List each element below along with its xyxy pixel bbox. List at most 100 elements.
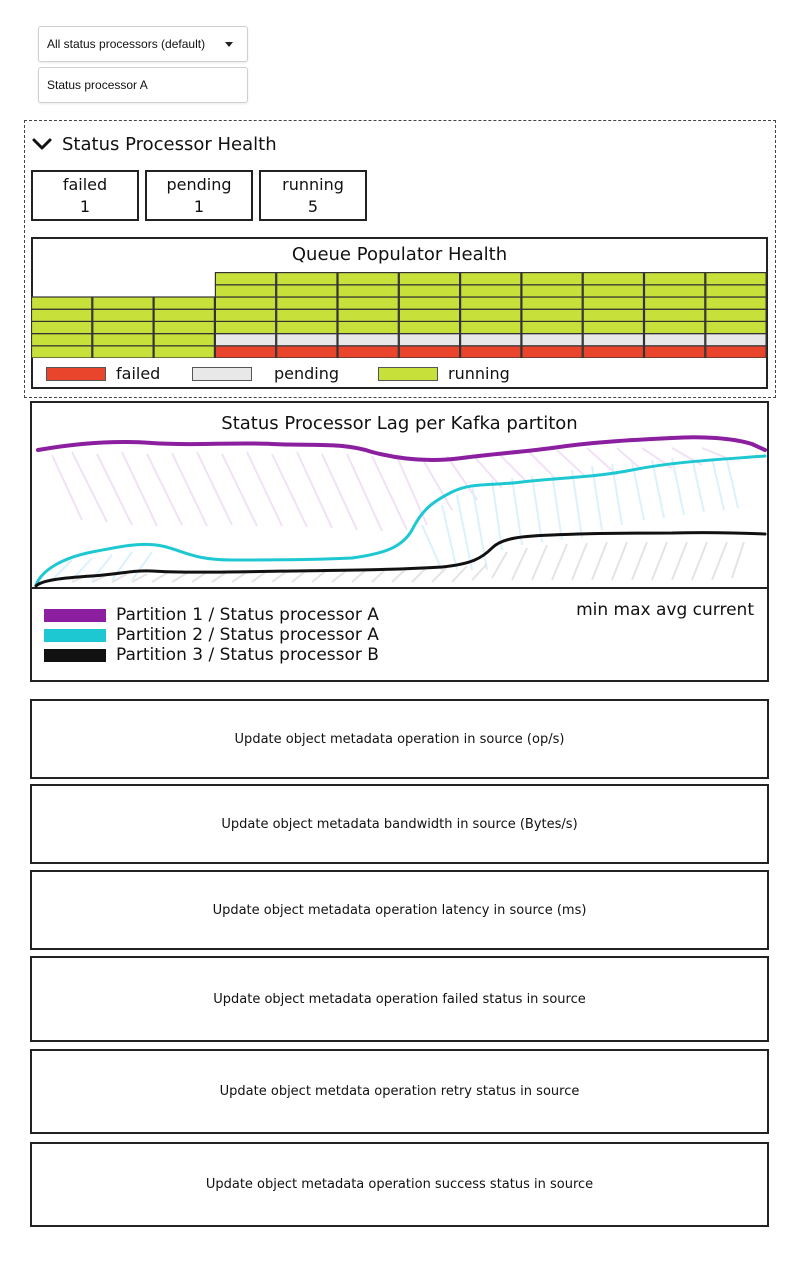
status-processor-select-value: All status processors (default) xyxy=(47,37,206,51)
queue-cell xyxy=(153,345,215,358)
health-section-toggle[interactable]: Status Processor Health xyxy=(32,130,277,158)
queue-cell xyxy=(582,332,645,347)
queue-cell xyxy=(31,296,93,310)
queue-cell xyxy=(398,345,461,358)
metric-panel-retry: Update object metdata operation retry st… xyxy=(30,1049,769,1134)
metric-panel-success: Update object metadata operation success… xyxy=(30,1142,769,1227)
metric-panel-ops-title: Update object metadata operation in sour… xyxy=(234,731,565,747)
partition-1-fill xyxy=(51,447,733,532)
queue-cell xyxy=(582,296,645,310)
queue-cell xyxy=(337,271,399,286)
queue-cell xyxy=(521,284,583,298)
metric-panel-failed-title: Update object metadata operation failed … xyxy=(213,991,586,1007)
queue-cell xyxy=(643,345,706,358)
queue-cell xyxy=(460,308,522,323)
queue-cell xyxy=(92,345,154,358)
queue-cell xyxy=(31,320,93,335)
partition-2-line xyxy=(34,454,767,587)
queue-cell xyxy=(705,345,767,358)
legend-partition-2-label: Partition 2 / Status processor A xyxy=(116,625,379,645)
queue-cell xyxy=(337,345,399,358)
queue-cell xyxy=(705,308,767,323)
queue-cell xyxy=(460,320,522,335)
metric-panel-bandwidth: Update object metadata bandwidth in sour… xyxy=(30,784,769,864)
health-section-title: Status Processor Health xyxy=(62,133,277,155)
status-processor-select[interactable]: All status processors (default) xyxy=(38,26,248,62)
queue-cell xyxy=(214,332,277,347)
queue-cell xyxy=(153,308,215,323)
lag-chart-plot xyxy=(32,435,767,589)
stat-failed: failed 1 xyxy=(31,170,139,221)
lag-chart-legend: Partition 1 / Status processor A Partiti… xyxy=(44,605,379,665)
queue-cell xyxy=(460,332,522,347)
metric-panel-bandwidth-title: Update object metadata bandwidth in sour… xyxy=(221,816,578,832)
queue-cell xyxy=(337,332,399,347)
queue-cell xyxy=(521,271,583,286)
metric-panel-failed: Update object metadata operation failed … xyxy=(30,956,769,1042)
partition-3-fill xyxy=(71,541,745,583)
metric-panel-latency-title: Update object metadata operation latency… xyxy=(212,902,587,918)
stat-failed-value: 1 xyxy=(79,196,91,216)
stat-pending: pending 1 xyxy=(145,170,253,221)
queue-cell xyxy=(582,345,645,358)
queue-cell xyxy=(398,320,461,335)
queue-cell xyxy=(643,271,706,286)
legend-running-swatch xyxy=(378,366,438,381)
queue-cell xyxy=(276,284,338,298)
queue-cell xyxy=(643,308,706,323)
legend-partition-1: Partition 1 / Status processor A xyxy=(44,605,379,625)
queue-cell xyxy=(92,308,154,323)
legend-running: running xyxy=(378,364,510,383)
status-processor-option[interactable]: Status processor A xyxy=(38,67,248,103)
queue-cell xyxy=(276,308,338,323)
queue-cell xyxy=(521,296,583,310)
queue-cell xyxy=(214,308,277,323)
lag-legend-header: min max avg current xyxy=(576,600,754,620)
legend-partition-3-swatch xyxy=(44,648,106,662)
queue-cell xyxy=(582,308,645,323)
partition-2-fill xyxy=(51,457,739,581)
queue-cell xyxy=(337,320,399,335)
queue-cell xyxy=(521,320,583,335)
queue-cell xyxy=(460,345,522,358)
legend-running-label: running xyxy=(448,364,510,383)
queue-cell xyxy=(521,332,583,347)
legend-failed: failed xyxy=(46,364,192,383)
stat-pending-label: pending xyxy=(166,174,232,194)
legend-partition-2: Partition 2 / Status processor A xyxy=(44,625,379,645)
queue-cell xyxy=(153,296,215,310)
metric-panel-retry-title: Update object metdata operation retry st… xyxy=(219,1084,580,1099)
queue-cell xyxy=(705,284,767,298)
queue-cell xyxy=(705,320,767,335)
legend-partition-1-label: Partition 1 / Status processor A xyxy=(116,605,379,625)
queue-cell xyxy=(643,332,706,347)
queue-cell xyxy=(582,284,645,298)
queue-cell xyxy=(582,320,645,335)
metric-panel-success-title: Update object metadata operation success… xyxy=(205,1177,594,1192)
queue-populator-legend: failed pending running xyxy=(46,364,510,383)
queue-cell xyxy=(398,296,461,310)
chevron-down-icon xyxy=(225,41,233,47)
legend-pending-swatch xyxy=(192,366,252,381)
queue-cell xyxy=(92,320,154,335)
queue-cell xyxy=(276,332,338,347)
legend-partition-3-label: Partition 3 / Status processor B xyxy=(116,645,379,665)
queue-cell xyxy=(582,271,645,286)
queue-cell xyxy=(276,271,338,286)
queue-cell xyxy=(214,284,277,298)
stat-pending-value: 1 xyxy=(193,196,205,216)
legend-partition-3: Partition 3 / Status processor B xyxy=(44,645,379,665)
queue-cell xyxy=(276,296,338,310)
legend-failed-label: failed xyxy=(116,364,161,383)
legend-pending-label: pending xyxy=(274,364,340,383)
lag-chart-title: Status Processor Lag per Kafka partiton xyxy=(221,413,578,434)
queue-populator-title: Queue Populator Health xyxy=(291,244,508,265)
metric-panel-latency: Update object metadata operation latency… xyxy=(30,870,769,950)
queue-cell xyxy=(276,320,338,335)
queue-cell xyxy=(337,296,399,310)
queue-cell xyxy=(643,320,706,335)
queue-cell xyxy=(521,345,583,358)
lag-chart-panel: Status Processor Lag per Kafka partiton xyxy=(30,401,769,682)
stat-running-label: running xyxy=(282,174,344,194)
queue-cell xyxy=(276,345,338,358)
